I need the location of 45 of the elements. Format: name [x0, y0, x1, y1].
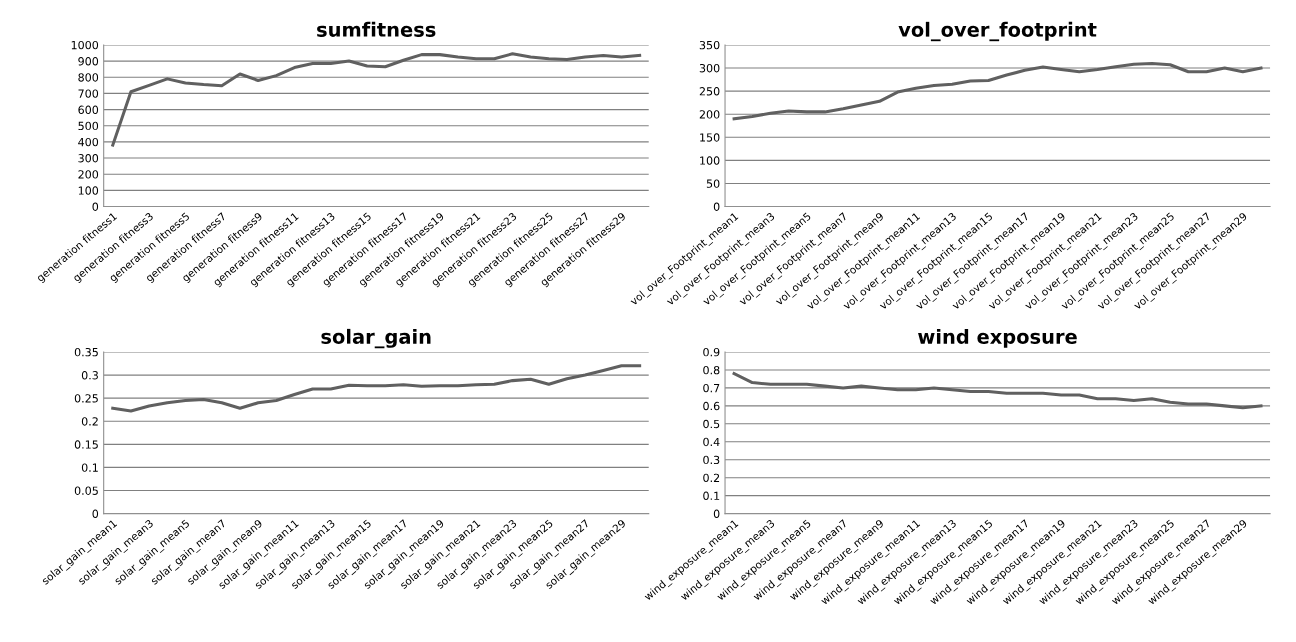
y-tick-label: 600 — [78, 105, 99, 114]
y-tick-label: 0.1 — [703, 491, 720, 501]
y-tick-label: 0.2 — [703, 473, 720, 483]
y-tick-label: 0.25 — [74, 394, 98, 403]
line-series — [111, 364, 642, 413]
y-tick-label: 0 — [92, 202, 99, 211]
line-series — [732, 61, 1263, 121]
y-tick-label: 0.7 — [703, 383, 720, 393]
y-tick-label: 300 — [78, 154, 99, 163]
y-tick-label: 300 — [699, 64, 720, 73]
y-tick-label: 0.3 — [703, 455, 720, 465]
y-tick-label: 0.1 — [81, 463, 98, 472]
y-tick-label: 0 — [713, 202, 720, 211]
y-tick-label: 150 — [700, 133, 720, 142]
chart-title: solar_gain — [321, 328, 431, 349]
y-tick-label: 0.3 — [81, 371, 98, 380]
y-tick-label: 900 — [78, 57, 99, 66]
y-tick-label: 200 — [78, 170, 99, 179]
y-tick-label: 0 — [92, 509, 99, 518]
y-tick-label: 700 — [78, 89, 99, 98]
y-tick-label: 350 — [699, 40, 720, 50]
y-tick-label: 0.9 — [703, 347, 720, 357]
y-tick-label: 0 — [713, 509, 720, 518]
y-tick-label: 0.35 — [74, 347, 98, 357]
y-tick-label: 0.6 — [703, 401, 720, 411]
y-tick-label: 400 — [78, 137, 99, 147]
chart-title: wind exposure — [918, 328, 1077, 348]
chart-title: vol_over_footprint — [898, 21, 1097, 42]
y-tick-label: 500 — [78, 121, 99, 131]
y-tick-label: 100 — [700, 156, 720, 165]
y-tick-label: 200 — [699, 110, 720, 119]
y-tick-label: 0.4 — [703, 437, 720, 447]
y-tick-label: 0.5 — [703, 419, 720, 429]
chart-title: sumfitness — [317, 21, 436, 37]
y-tick-label: 1000 — [71, 40, 99, 50]
y-tick-label: 250 — [699, 87, 720, 96]
y-tick-label: 0.8 — [703, 365, 720, 375]
y-tick-label: 100 — [78, 186, 99, 195]
y-tick-label: 0.05 — [74, 486, 98, 495]
y-tick-label: 0.2 — [81, 417, 98, 426]
y-tick-label: 800 — [78, 73, 99, 82]
y-tick-label: 0.15 — [74, 440, 98, 449]
line-series — [111, 52, 642, 147]
y-tick-label: 50 — [706, 179, 720, 188]
line-series — [732, 372, 1263, 410]
